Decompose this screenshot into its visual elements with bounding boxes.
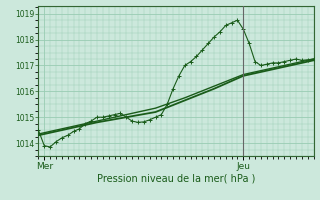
- X-axis label: Pression niveau de la mer( hPa ): Pression niveau de la mer( hPa ): [97, 173, 255, 183]
